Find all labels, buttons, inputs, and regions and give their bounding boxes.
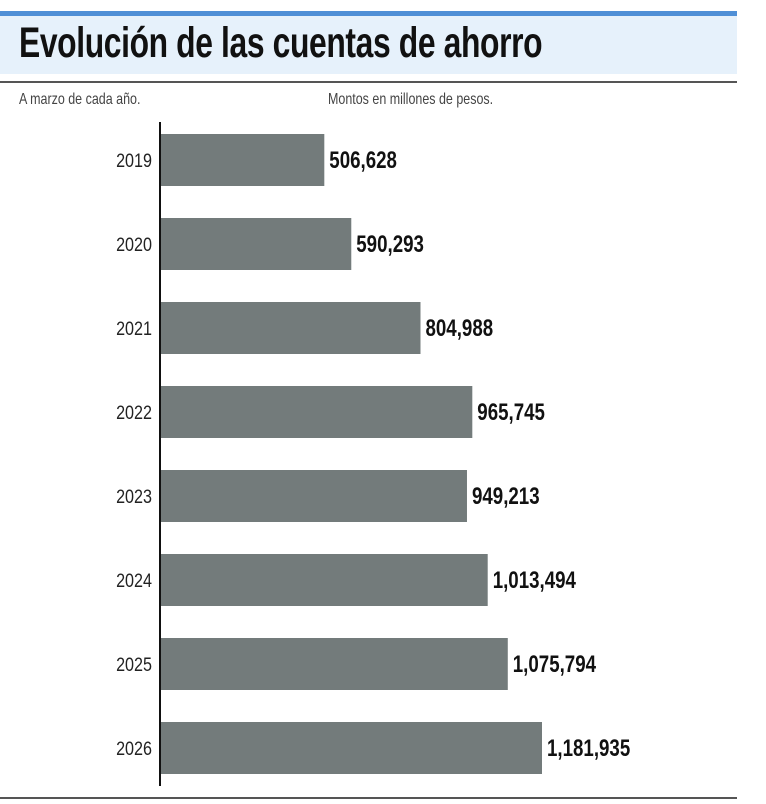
- footer-divider: [0, 797, 737, 799]
- value-label: 590,293: [356, 231, 424, 258]
- note-units: Montos en millones de pesos.: [328, 91, 494, 108]
- value-label: 949,213: [472, 483, 540, 510]
- chart-title: Evolución de las cuentas de ahorro: [19, 19, 543, 67]
- value-label: 1,075,794: [513, 651, 596, 678]
- accent-bar: [0, 11, 737, 16]
- y-tick-label: 2021: [116, 318, 152, 340]
- value-label: 1,181,935: [547, 735, 630, 762]
- value-label: 965,745: [477, 399, 545, 426]
- bar-2019: [161, 134, 325, 186]
- y-tick-label: 2025: [116, 654, 152, 676]
- value-label: 506,628: [329, 147, 397, 174]
- value-label: 1,013,494: [493, 567, 576, 594]
- bar-2024: [161, 554, 488, 606]
- bar-2022: [161, 386, 473, 438]
- y-tick-label: 2022: [116, 402, 152, 424]
- bar-2021: [161, 302, 421, 354]
- bar-2025: [161, 638, 508, 690]
- bar-2020: [161, 218, 352, 270]
- bar-2026: [161, 722, 542, 774]
- bar-2023: [161, 470, 467, 522]
- y-tick-label: 2023: [116, 486, 152, 508]
- y-tick-label: 2026: [116, 738, 152, 760]
- note-period: A marzo de cada año.: [19, 91, 141, 108]
- y-tick-label: 2020: [116, 234, 152, 256]
- title-band: [0, 16, 737, 74]
- header-divider: [0, 81, 737, 83]
- y-tick-label: 2024: [116, 570, 152, 592]
- y-tick-label: 2019: [116, 150, 152, 172]
- value-label: 804,988: [425, 315, 493, 342]
